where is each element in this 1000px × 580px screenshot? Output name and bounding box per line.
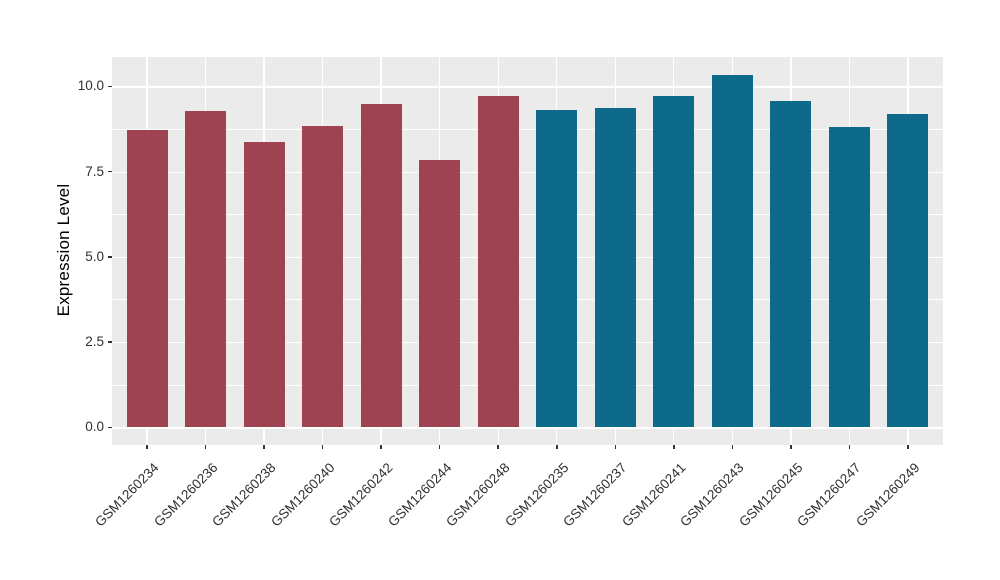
- x-tick-mark: [380, 445, 382, 449]
- y-tick-mark: [108, 256, 112, 258]
- x-tick-mark: [146, 445, 148, 449]
- x-tick-mark: [673, 445, 675, 449]
- minor-gridline: [112, 384, 943, 386]
- y-tick-label: 0.0: [85, 419, 104, 435]
- y-tick-mark: [108, 341, 112, 343]
- x-tick-mark: [497, 445, 499, 449]
- bar: [711, 74, 753, 428]
- y-tick-label: 10.0: [77, 78, 104, 94]
- bar: [653, 96, 695, 428]
- y-tick-mark: [108, 426, 112, 429]
- y-tick-mark: [108, 85, 112, 88]
- x-tick-label: GSM1260234: [92, 460, 162, 530]
- y-tick-mark: [108, 170, 112, 173]
- bar: [302, 126, 344, 428]
- x-tick-mark: [204, 445, 207, 449]
- major-gridline: [112, 256, 943, 259]
- plot-panel: [112, 57, 943, 445]
- bar: [185, 111, 227, 428]
- minor-gridline: [112, 128, 943, 130]
- x-tick-mark: [321, 445, 324, 449]
- x-tick-mark: [438, 445, 441, 449]
- y-tick-label: 7.5: [85, 163, 104, 179]
- x-tick-mark: [614, 445, 617, 449]
- x-tick-mark: [848, 445, 851, 449]
- bar: [594, 108, 636, 428]
- bar: [887, 113, 929, 428]
- x-tick-mark: [556, 445, 558, 449]
- bar: [536, 109, 578, 428]
- minor-gridline: [112, 214, 943, 215]
- major-gridline: [112, 342, 943, 344]
- x-tick-mark: [731, 445, 734, 449]
- bar: [126, 130, 168, 428]
- major-gridline: [112, 171, 943, 173]
- minor-gridline: [112, 299, 943, 301]
- major-gridline: [112, 86, 943, 88]
- bar: [770, 100, 812, 428]
- x-tick-mark: [790, 445, 792, 449]
- bar: [419, 159, 461, 428]
- bar: [828, 127, 870, 428]
- bar: [243, 141, 285, 428]
- x-tick-mark: [263, 445, 265, 449]
- major-gridline: [112, 427, 943, 429]
- y-tick-label: 5.0: [85, 248, 104, 264]
- bar: [477, 96, 519, 428]
- x-tick-mark: [907, 445, 909, 449]
- bar: [360, 104, 402, 428]
- y-tick-label: 2.5: [85, 334, 104, 350]
